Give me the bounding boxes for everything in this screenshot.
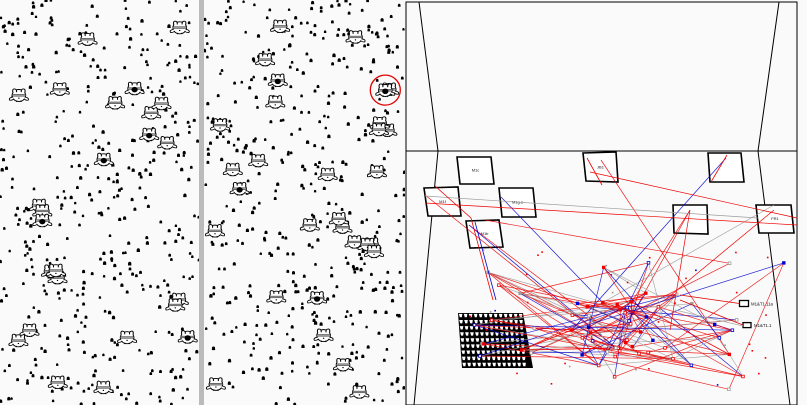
svg-text:JB1: JB1 <box>597 165 605 170</box>
svg-text:M1c: M1c <box>472 168 480 173</box>
svg-text:M1&T1 11a: M1&T1 11a <box>751 302 774 307</box>
svg-text:M1f: M1f <box>439 199 447 204</box>
svg-text:M1&T1.1: M1&T1.1 <box>754 323 772 328</box>
svg-text:FR1: FR1 <box>771 216 779 221</box>
svg-text:M1b: M1b <box>481 231 490 236</box>
